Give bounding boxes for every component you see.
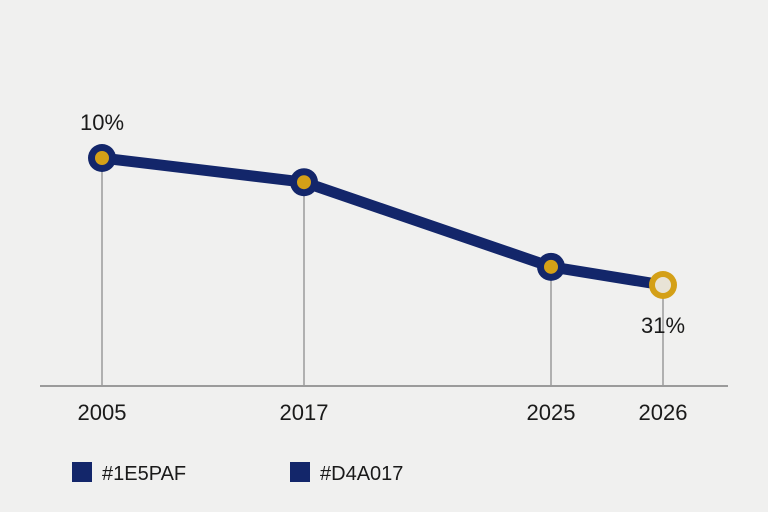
data-point-dot bbox=[297, 175, 311, 190]
x-tick-labels: 2005 2017 2025 2026 bbox=[78, 400, 688, 425]
legend: #1E5PAF #D4A017 bbox=[72, 462, 403, 485]
x-tick-label: 2017 bbox=[280, 400, 329, 425]
legend-swatch bbox=[290, 462, 310, 482]
x-tick-label: 2026 bbox=[639, 400, 688, 425]
data-point bbox=[649, 271, 677, 299]
legend-label: #1E5PAF bbox=[102, 463, 186, 485]
x-tick-label: 2025 bbox=[527, 400, 576, 425]
data-point-dot bbox=[655, 277, 671, 293]
legend-label: #D4A017 bbox=[320, 463, 403, 485]
data-point bbox=[88, 144, 116, 172]
series-line bbox=[96, 152, 669, 291]
data-point-dot bbox=[544, 259, 558, 274]
data-label: 10% bbox=[80, 110, 124, 135]
data-point bbox=[290, 168, 318, 197]
data-markers bbox=[88, 144, 677, 299]
data-label: 31% bbox=[641, 313, 685, 338]
data-labels: 10% 31% bbox=[80, 110, 685, 338]
data-point-dot bbox=[95, 151, 109, 165]
legend-item: #D4A017 bbox=[290, 462, 403, 485]
legend-swatch bbox=[72, 462, 92, 482]
drop-lines bbox=[101, 158, 664, 386]
legend-item: #1E5PAF bbox=[72, 462, 186, 485]
data-point bbox=[537, 252, 565, 281]
x-tick-label: 2005 bbox=[78, 400, 127, 425]
